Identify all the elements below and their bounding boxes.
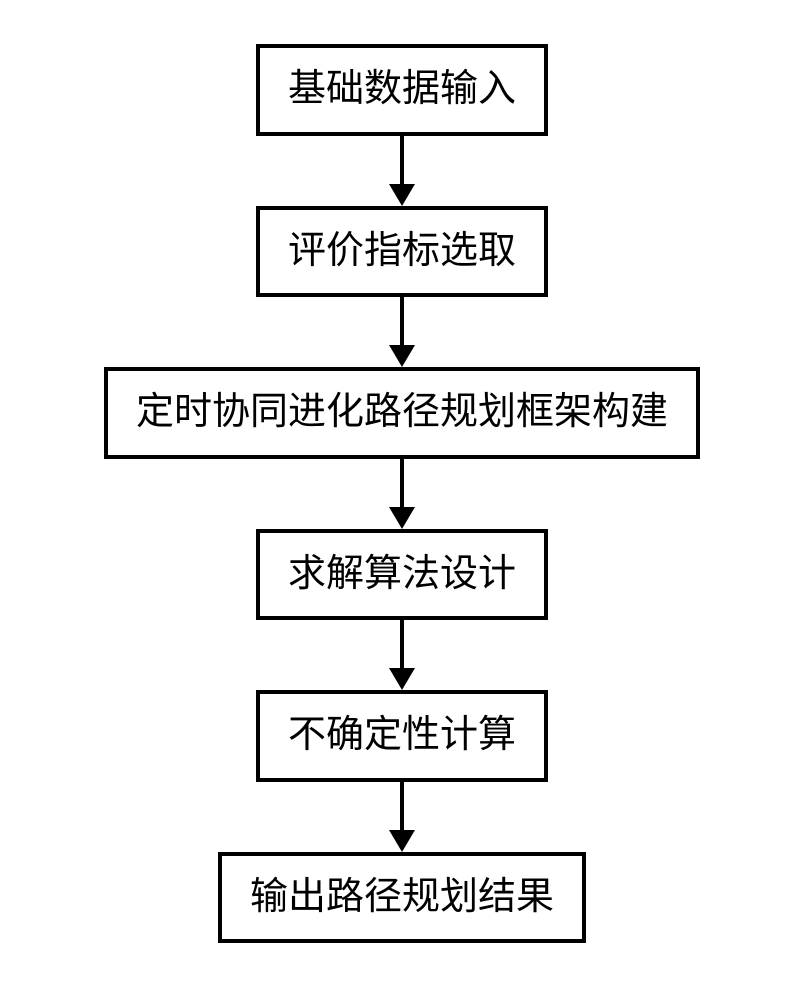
flowchart-node-2: 评价指标选取 xyxy=(256,206,548,298)
flowchart-node-6: 输出路径规划结果 xyxy=(218,852,586,944)
arrow-head-icon xyxy=(389,507,415,529)
arrow-head-icon xyxy=(389,345,415,367)
flowchart-arrow-2 xyxy=(389,297,415,367)
flowchart-node-4: 求解算法设计 xyxy=(256,529,548,621)
flowchart-arrow-5 xyxy=(389,782,415,852)
arrow-line xyxy=(400,620,404,668)
flowchart-node-5: 不确定性计算 xyxy=(256,690,548,782)
flowchart-arrow-4 xyxy=(389,620,415,690)
flowchart-arrow-3 xyxy=(389,459,415,529)
flowchart-node-3: 定时协同进化路径规划框架构建 xyxy=(104,367,700,459)
arrow-head-icon xyxy=(389,668,415,690)
flowchart-arrow-1 xyxy=(389,136,415,206)
arrow-line xyxy=(400,297,404,345)
arrow-line xyxy=(400,136,404,184)
flowchart-container: 基础数据输入 评价指标选取 定时协同进化路径规划框架构建 求解算法设计 不确定性… xyxy=(104,44,700,943)
arrow-head-icon xyxy=(389,830,415,852)
arrow-line xyxy=(400,459,404,507)
arrow-line xyxy=(400,782,404,830)
arrow-head-icon xyxy=(389,184,415,206)
flowchart-node-1: 基础数据输入 xyxy=(256,44,548,136)
